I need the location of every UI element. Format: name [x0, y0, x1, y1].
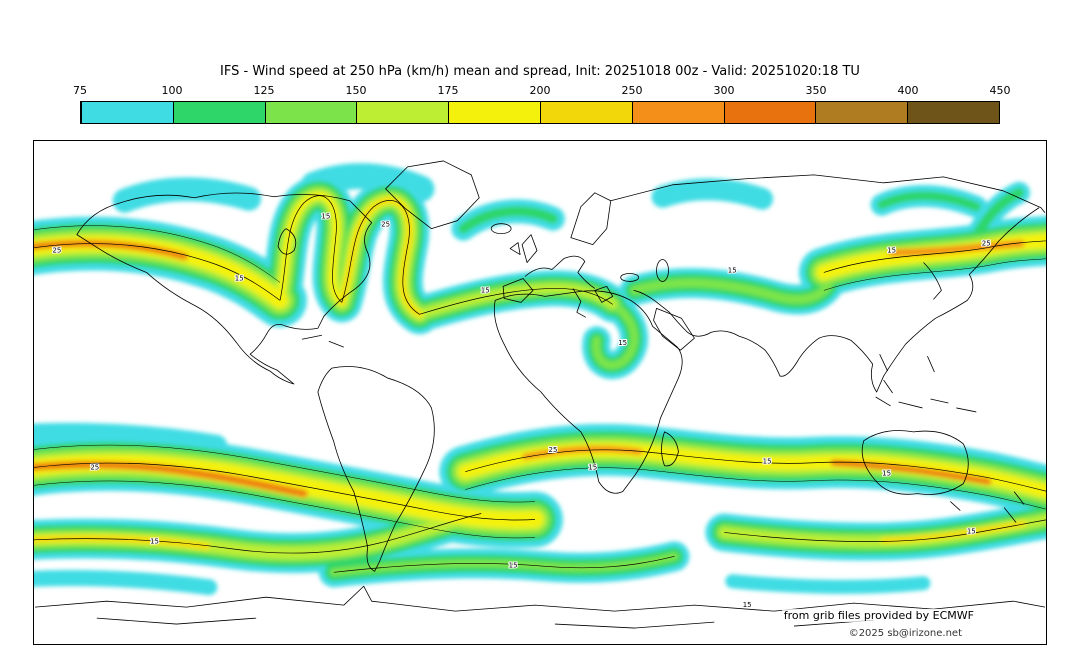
coast-tasmania [950, 501, 961, 511]
contour-label: 15 [509, 561, 518, 569]
colorbar-tick-125: 125 [253, 84, 275, 97]
coast-south-america [317, 366, 435, 572]
contour-label: 25 [982, 240, 991, 248]
coast-arabia [653, 307, 695, 351]
colorbar-segment-100-125 [172, 102, 265, 123]
coast-siberia [610, 174, 1046, 213]
contour-label: 15 [618, 339, 627, 347]
contour-labels: 25 15 15 25 15 15 15 15 25 25 15 25 15 15 15 15 15 15 [51, 212, 991, 610]
coast-philippines [927, 355, 935, 373]
coast-madagascar [661, 431, 679, 467]
coast-iceland [490, 223, 512, 235]
coast-caribbean [301, 334, 344, 348]
colorbar-tick-300: 300 [713, 84, 735, 97]
coast-italy [572, 288, 587, 318]
world-map-svg: 25 15 15 25 15 15 15 15 25 25 15 25 15 15 15 15 15 15 [34, 160, 1046, 629]
colorbar-tick-450: 450 [989, 84, 1011, 97]
colorbar-segment-400-450 [907, 102, 999, 123]
colorbar-tick-100: 100 [161, 84, 183, 97]
contour-label: 15 [588, 464, 597, 472]
colorbar-segment-125-150 [264, 102, 357, 123]
contour-label: 25 [549, 446, 558, 454]
wind-speed-bands [34, 176, 1046, 587]
contour-label: 15 [481, 286, 490, 294]
colorbar-segment-175-200 [448, 102, 540, 123]
contour-label: 15 [887, 247, 896, 255]
coast-greenland [385, 160, 480, 230]
coast-indonesia [875, 379, 977, 413]
colorbar-ticks: 75 100 125 150 175 200 250 300 350 400 450 [73, 84, 1011, 98]
coast-new-zealand [1003, 491, 1025, 523]
colorbar [80, 101, 1000, 124]
contour-label: 15 [150, 537, 159, 545]
credit-ecmwf: from grib files provided by ECMWF [781, 609, 976, 622]
coast-hudson-bay [277, 228, 297, 255]
coast-scandinavia [570, 192, 612, 245]
coast-caspian-sea [656, 259, 669, 282]
coast-north-america [76, 192, 373, 385]
colorbar-segment-250-300 [631, 102, 724, 123]
page-title: IFS - Wind speed at 250 hPa (km/h) mean … [220, 64, 860, 79]
colorbar-tick-175: 175 [437, 84, 459, 97]
contour-label: 15 [235, 274, 244, 282]
coast-western-europe [524, 255, 596, 289]
coast-australia [861, 430, 969, 495]
colorbar-segment-200-250 [539, 102, 632, 123]
map-panel: 25 15 15 25 15 15 15 15 25 25 15 25 15 15 15 15 15 15 fro… [33, 140, 1047, 645]
colorbar-segment-350-400 [815, 102, 908, 123]
contour-label: 25 [381, 221, 390, 229]
coast-iberia [502, 278, 534, 303]
coast-east-asia [633, 207, 1040, 393]
coast-japan [923, 262, 942, 300]
coast-britain [521, 234, 538, 263]
coastlines [34, 160, 1046, 629]
coast-ireland [509, 242, 521, 255]
coast-greece [594, 286, 614, 303]
colorbar-segment-75-100 [81, 102, 173, 123]
colorbar-segment-150-175 [356, 102, 449, 123]
contour-label: 15 [763, 458, 772, 466]
contour-label: 15 [743, 601, 752, 609]
coast-malay [879, 353, 888, 372]
contour-label: 15 [967, 527, 976, 535]
credit-copyright: ©2025 sb@irizone.net [846, 628, 964, 639]
colorbar-tick-200: 200 [529, 84, 551, 97]
coast-africa [493, 290, 683, 494]
colorbar-tick-350: 350 [805, 84, 827, 97]
colorbar-segment-300-350 [723, 102, 816, 123]
coast-black-sea [620, 273, 640, 282]
coast-antarctica [34, 585, 1046, 612]
contour-label: 15 [882, 470, 891, 478]
colorbar-tick-75: 75 [73, 84, 87, 97]
contour-label: 25 [52, 247, 61, 255]
colorbar-tick-150: 150 [345, 84, 367, 97]
contour-label: 15 [728, 266, 737, 274]
colorbar-tick-400: 400 [897, 84, 919, 97]
colorbar-tick-250: 250 [621, 84, 643, 97]
coast-antarctica-inner [96, 617, 874, 629]
contour-label: 25 [90, 464, 99, 472]
contour-label: 15 [321, 213, 330, 221]
